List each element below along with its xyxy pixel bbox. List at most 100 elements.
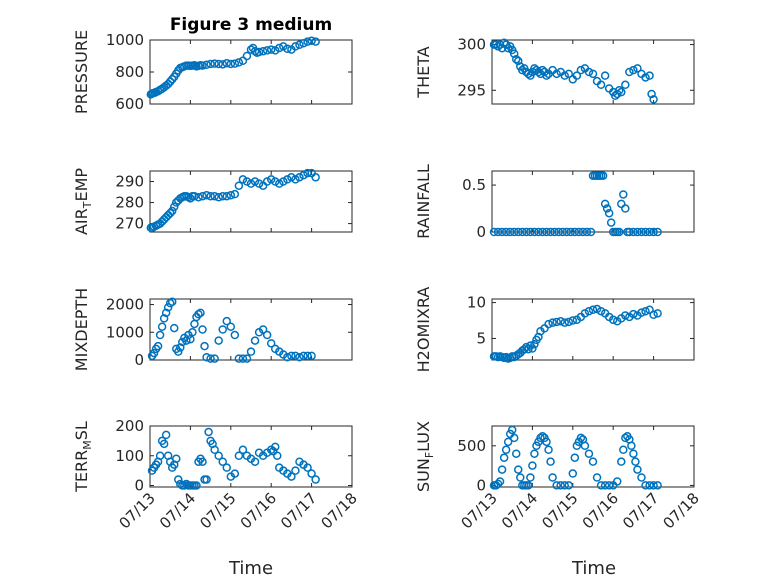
data-point — [226, 322, 236, 331]
data-point — [604, 481, 614, 490]
data-point — [576, 433, 586, 443]
data-point — [299, 170, 308, 180]
data-point — [495, 477, 505, 486]
data-point — [174, 475, 183, 484]
y-tick-label: 5 — [476, 329, 486, 347]
data-point — [194, 193, 203, 202]
data-point — [167, 297, 177, 307]
data-point — [291, 466, 300, 475]
data-point — [250, 457, 260, 466]
data-point — [491, 40, 501, 49]
y-tick-label: 300 — [457, 36, 486, 54]
y-axis-label: MIXDEPTH — [72, 288, 91, 371]
data-point — [568, 316, 578, 325]
data-point — [196, 308, 205, 318]
y-tick-label: 295 — [457, 81, 486, 99]
data-point — [641, 227, 650, 237]
data-point — [493, 227, 503, 237]
data-point — [629, 227, 638, 237]
data-point — [509, 49, 519, 58]
data-point — [621, 80, 630, 90]
data-point — [303, 37, 312, 46]
data-point — [182, 336, 191, 345]
data-point — [518, 65, 527, 75]
data-point — [238, 354, 248, 363]
data-point — [254, 179, 264, 188]
data-point — [617, 457, 626, 466]
figure-title: Figure 3 medium — [170, 15, 332, 35]
data-point — [619, 190, 628, 199]
data-point — [283, 352, 292, 362]
data-point — [653, 227, 662, 237]
data-point — [226, 59, 236, 69]
data-point — [509, 227, 519, 237]
data-point — [596, 481, 606, 490]
data-point — [653, 309, 662, 318]
data-point — [629, 309, 638, 319]
data-point — [570, 227, 580, 237]
data-point — [242, 51, 252, 61]
data-point — [528, 461, 537, 470]
data-point — [202, 190, 211, 200]
data-point — [176, 479, 185, 489]
y-tick-label: 800 — [115, 63, 144, 81]
data-point — [275, 43, 284, 53]
data-point — [275, 179, 284, 188]
y-axis-label: H2OMIXRA — [414, 287, 433, 373]
data-point — [222, 463, 232, 472]
subplot-3: 270 280 290 AIRTEMP — [72, 168, 353, 235]
data-point — [291, 175, 300, 184]
data-point — [153, 341, 163, 351]
data-point — [295, 40, 304, 50]
data-point — [503, 43, 513, 53]
data-point — [176, 343, 185, 352]
data-point — [556, 316, 565, 326]
data-point — [234, 354, 244, 363]
data-point — [218, 325, 227, 334]
data-point — [576, 65, 586, 75]
data-point — [514, 227, 523, 237]
data-point — [246, 347, 256, 356]
data-point — [501, 352, 511, 362]
data-point — [534, 227, 543, 237]
data-point — [556, 481, 565, 490]
data-point — [514, 465, 523, 474]
data-point — [580, 309, 590, 318]
x-tick-label: 07/16 — [237, 489, 280, 532]
y-axis-label: RAINFALL — [414, 164, 433, 239]
data-point — [627, 441, 636, 451]
data-point — [596, 306, 606, 316]
y-tick-label: 0 — [134, 351, 144, 369]
data-point — [163, 303, 173, 312]
data-point — [155, 451, 165, 461]
y-tick-label: 0 — [476, 223, 486, 241]
data-point — [637, 308, 646, 317]
data-point — [542, 227, 551, 237]
data-point — [631, 457, 640, 466]
data-point — [560, 71, 569, 80]
data-point — [615, 227, 624, 237]
data-point — [190, 191, 199, 201]
y-axis-label: SUNFLUX — [414, 421, 436, 492]
y-tick-label: 0 — [476, 476, 486, 494]
data-point — [493, 42, 503, 51]
data-point — [198, 61, 207, 70]
data-point — [214, 336, 223, 345]
data-point — [580, 441, 590, 451]
data-point — [574, 227, 584, 237]
data-point — [649, 95, 658, 104]
data-point — [178, 337, 187, 347]
data-point — [637, 473, 646, 482]
data-point — [287, 472, 296, 481]
data-point — [234, 181, 244, 190]
data-point — [560, 318, 569, 327]
data-point — [570, 453, 580, 462]
data-point — [202, 60, 211, 70]
data-point — [641, 73, 650, 82]
data-point — [511, 54, 521, 64]
data-point — [258, 46, 268, 56]
data-point — [210, 191, 219, 201]
data-point — [548, 473, 557, 482]
